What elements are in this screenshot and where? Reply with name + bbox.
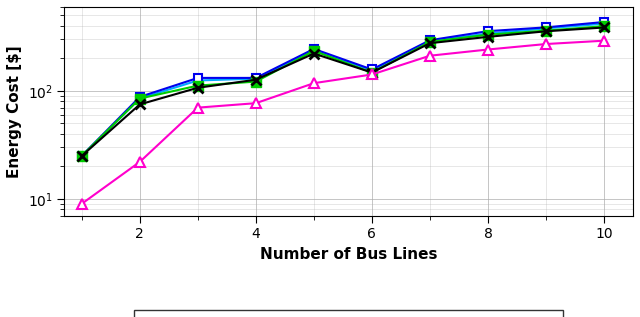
LP [600,39,608,42]
Heuristic L [600,22,608,26]
IP [194,86,202,90]
Heuristic L [484,32,492,36]
Heuristic B [426,38,434,42]
LP [542,42,550,46]
Heuristic B [484,29,492,33]
IP [368,71,376,74]
GA [310,49,317,53]
Heuristic B [542,25,550,29]
GA [252,80,260,83]
Heuristic B [194,76,202,80]
Heuristic B [368,68,376,71]
IP [600,26,608,29]
Heuristic L [194,79,202,82]
LP [310,81,317,85]
Legend: Heuristic L, Heuristic B, GA, IP, LP: Heuristic L, Heuristic B, GA, IP, LP [134,310,563,317]
GA [484,33,492,36]
Line: LP: LP [77,36,609,209]
GA [542,29,550,33]
Y-axis label: Energy Cost [$]: Energy Cost [$] [7,45,22,178]
Line: IP: IP [77,23,609,161]
LP [252,101,260,105]
Heuristic B [310,47,317,51]
GA [600,24,608,28]
LP [426,54,434,58]
IP [542,29,550,33]
GA [194,84,202,87]
IP [136,102,143,106]
LP [368,73,376,76]
IP [426,41,434,45]
GA [426,40,434,44]
Heuristic L [310,48,317,52]
Line: Heuristic B: Heuristic B [77,18,608,160]
X-axis label: Number of Bus Lines: Number of Bus Lines [260,247,438,262]
Heuristic L [368,68,376,72]
Heuristic L [252,77,260,81]
LP [136,160,143,164]
Heuristic B [252,76,260,80]
IP [252,78,260,81]
IP [78,154,86,158]
Heuristic L [136,97,143,100]
Line: GA: GA [77,21,609,161]
LP [484,48,492,51]
LP [78,202,86,206]
Heuristic B [600,20,608,24]
Heuristic L [542,26,550,30]
GA [136,97,143,100]
IP [310,52,317,55]
Heuristic B [136,95,143,99]
Heuristic L [78,154,86,158]
LP [194,106,202,110]
GA [78,154,86,158]
Line: Heuristic L: Heuristic L [77,19,608,160]
Heuristic L [426,39,434,43]
Heuristic B [78,154,86,158]
GA [368,71,376,74]
IP [484,35,492,39]
